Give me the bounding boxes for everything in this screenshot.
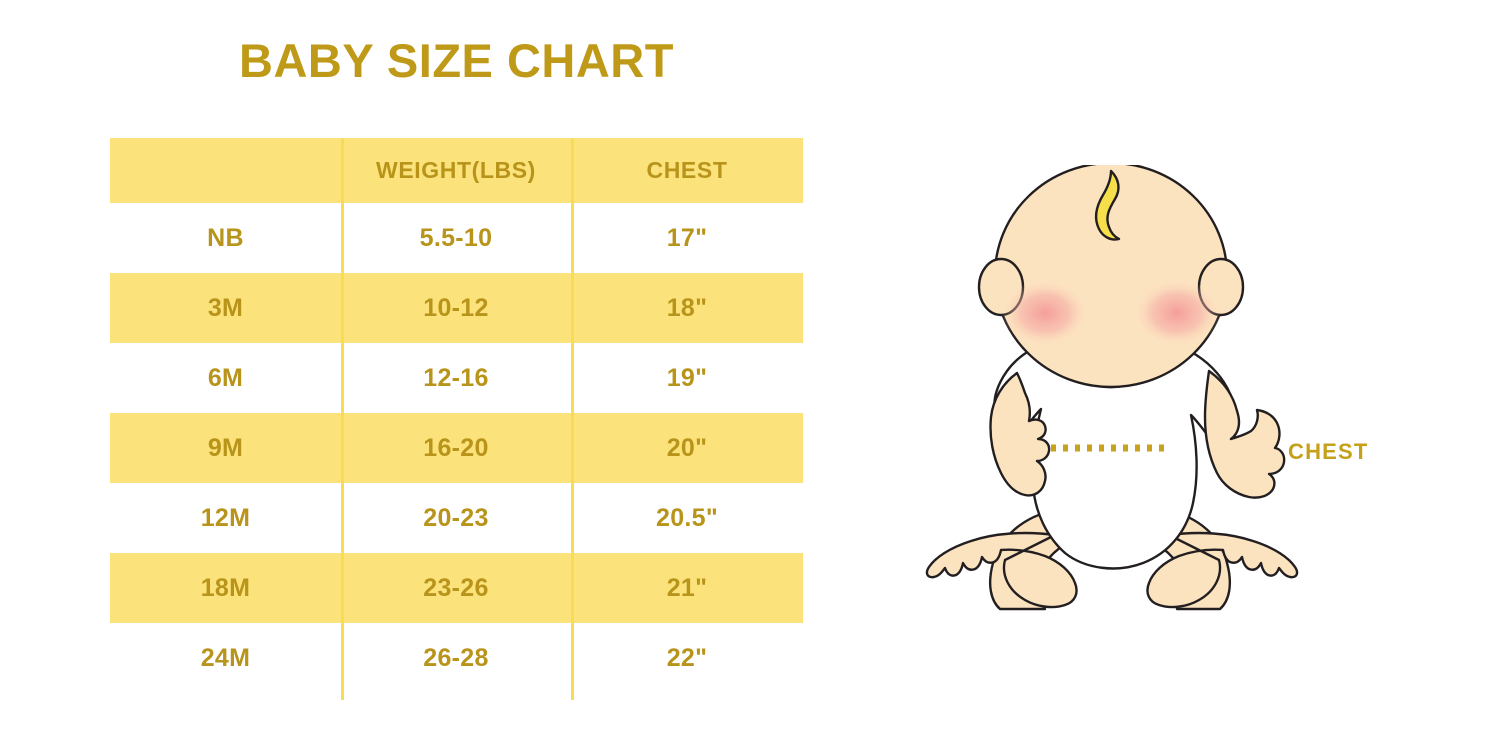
baby-right-foot bbox=[1146, 531, 1299, 609]
table-row: 6M 12-16 19" bbox=[110, 343, 803, 413]
cell-chest: 18" bbox=[666, 293, 708, 322]
baby-left-foot bbox=[925, 531, 1078, 609]
cell-chest: 19" bbox=[666, 363, 708, 392]
header-cell-size bbox=[110, 138, 341, 203]
cell-size: 9M bbox=[207, 433, 244, 462]
cell-size: 3M bbox=[207, 293, 244, 322]
cell-weight: 5.5-10 bbox=[419, 223, 493, 252]
baby-left-arm bbox=[989, 371, 1051, 497]
cell-chest: 17" bbox=[666, 223, 708, 252]
chest-label: CHEST bbox=[1288, 439, 1369, 464]
table-header-row: WEIGHT(LBS) CHEST bbox=[110, 138, 803, 203]
cell-chest: 20.5" bbox=[655, 503, 718, 532]
cell-size: 12M bbox=[200, 503, 251, 532]
header-cell-chest: CHEST bbox=[646, 157, 728, 183]
cell-size: 24M bbox=[200, 643, 251, 672]
cell-chest: 21" bbox=[666, 573, 708, 602]
hair-curl-icon bbox=[1094, 169, 1121, 241]
cell-size: 6M bbox=[207, 363, 244, 392]
table-row: 24M 26-28 22" bbox=[110, 623, 803, 693]
cell-weight: 26-28 bbox=[423, 643, 489, 672]
baby-cheeks bbox=[1001, 279, 1221, 347]
cell-size: 18M bbox=[200, 573, 251, 602]
table-row: 18M 23-26 21" bbox=[110, 553, 803, 623]
cell-chest: 22" bbox=[666, 643, 708, 672]
header-cell-weight: WEIGHT(LBS) bbox=[376, 157, 536, 183]
table-row: 12M 20-23 20.5" bbox=[110, 483, 803, 553]
page-title: BABY SIZE CHART bbox=[239, 34, 674, 87]
table-row: 3M 10-12 18" bbox=[110, 273, 803, 343]
cell-weight: 23-26 bbox=[423, 573, 489, 602]
cell-weight: 12-16 bbox=[423, 363, 489, 392]
cell-weight: 10-12 bbox=[423, 293, 489, 322]
baby-figure-illustration bbox=[905, 161, 1325, 615]
cell-weight: 20-23 bbox=[423, 503, 489, 532]
table-row: 9M 16-20 20" bbox=[110, 413, 803, 483]
size-table: WEIGHT(LBS) CHEST NB 5.5-10 17" 3M 10-12… bbox=[110, 138, 803, 693]
table-row: NB 5.5-10 17" bbox=[110, 203, 803, 273]
cell-size: NB bbox=[207, 223, 244, 252]
cell-weight: 16-20 bbox=[423, 433, 489, 462]
baby-right-arm bbox=[1203, 369, 1286, 499]
cell-chest: 20" bbox=[666, 433, 708, 462]
